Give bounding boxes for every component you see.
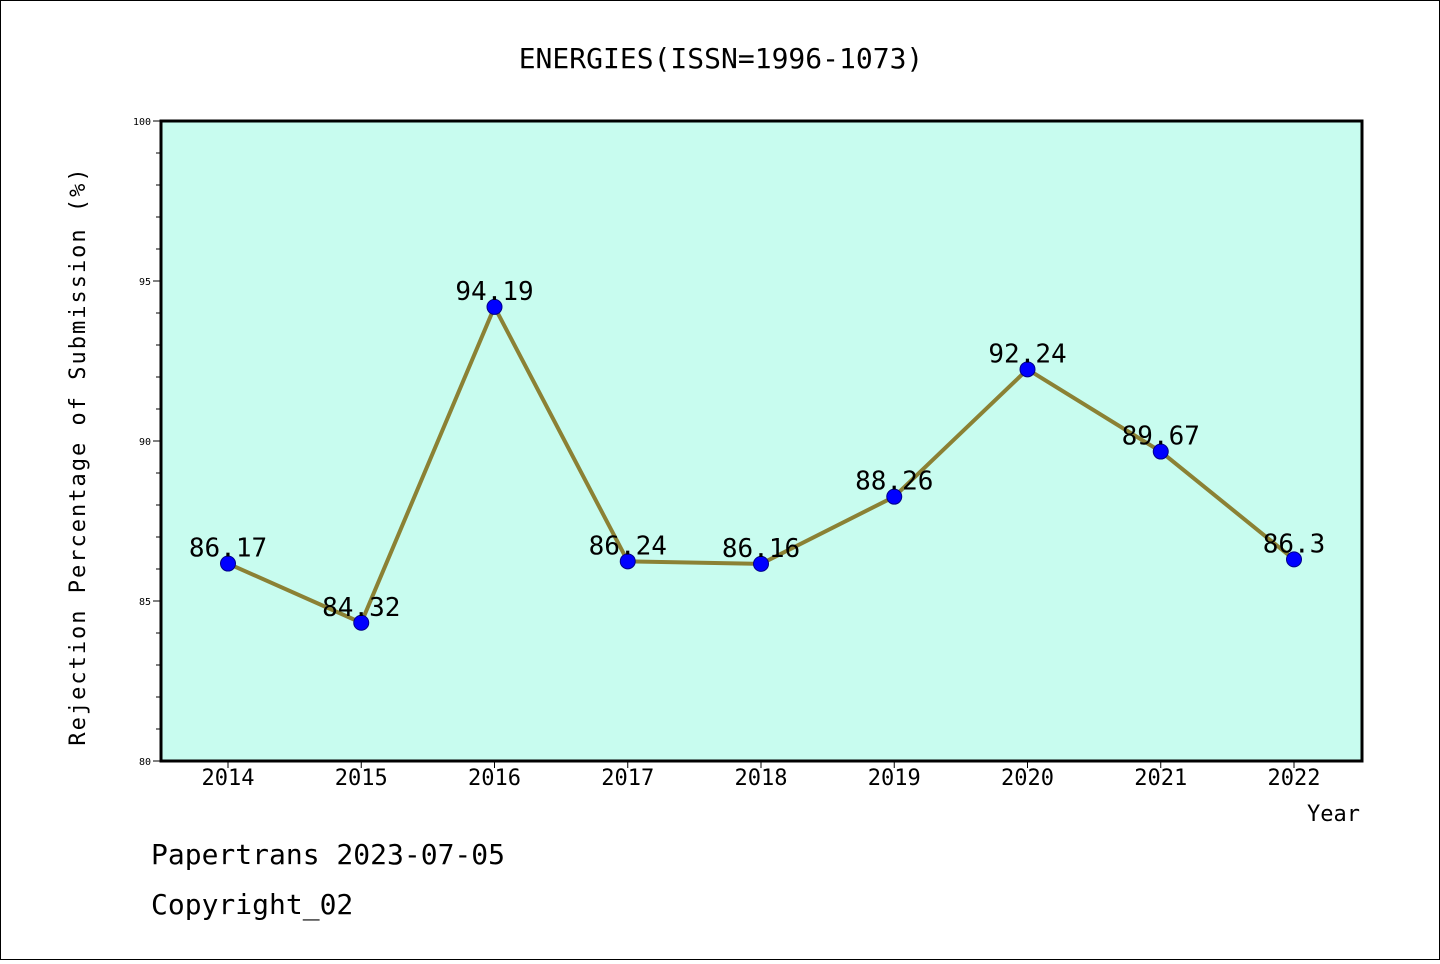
data-label-2020: 92.24 (988, 339, 1066, 369)
y-axis-label: Rejection Percentage of Submission (%) (66, 166, 91, 745)
x-tick-label: 2022 (1268, 766, 1321, 791)
footer-date-line: Papertrans 2023-07-05 (151, 838, 505, 871)
y-axis-ticks: 80 85 90 95 100 (133, 117, 161, 768)
data-point-2021 (1152, 443, 1169, 460)
data-markers (220, 298, 1302, 631)
data-point-2018 (753, 555, 769, 572)
x-tick-label: 2016 (468, 766, 521, 791)
chart-title: ENERGIES(ISSN=1996-1073) (519, 42, 924, 75)
data-point-2016 (486, 298, 503, 315)
x-tick-label: 2014 (202, 766, 255, 791)
data-label-2014: 86.17 (189, 534, 267, 564)
data-point-2015 (353, 614, 370, 631)
data-point-2019 (886, 488, 903, 505)
y-tick-label: 90 (139, 437, 151, 448)
y-tick-label: 95 (139, 277, 151, 288)
x-tick-label: 2020 (1001, 766, 1054, 791)
plot-area (159, 119, 1364, 763)
data-point-2022 (1286, 551, 1302, 568)
x-axis-ticks: 2014 2015 2016 2017 2018 2019 2020 2021 2022 (202, 761, 1321, 791)
x-tick-label: 2018 (735, 766, 788, 791)
x-tick-label: 2019 (868, 766, 921, 791)
x-tick-label: 2021 (1134, 766, 1187, 791)
y-tick-label: 85 (139, 597, 151, 608)
data-label-2016: 94.19 (455, 277, 533, 307)
data-label-2015: 84.32 (322, 593, 400, 623)
data-label-2021: 89.67 (1122, 422, 1200, 452)
data-label-2022: 86.3 (1263, 529, 1326, 559)
data-label-2017: 86.24 (589, 531, 667, 561)
x-tick-label: 2015 (335, 766, 388, 791)
data-labels: 86.17 84.32 94.19 86.24 86.16 88.26 92.24 89.67… (189, 277, 1325, 623)
data-label-2018: 86.16 (722, 534, 800, 564)
data-point-2020 (1019, 361, 1036, 378)
y-tick-label: 100 (133, 117, 151, 128)
footer-copyright-line: Copyright_02 (151, 888, 353, 922)
x-axis-label: Year (1307, 802, 1360, 827)
data-label-2019: 88.26 (855, 467, 933, 497)
data-point-2017 (619, 553, 636, 570)
data-point-2014 (220, 555, 236, 572)
y-tick-label: 80 (139, 757, 151, 768)
x-tick-label: 2017 (601, 766, 654, 791)
